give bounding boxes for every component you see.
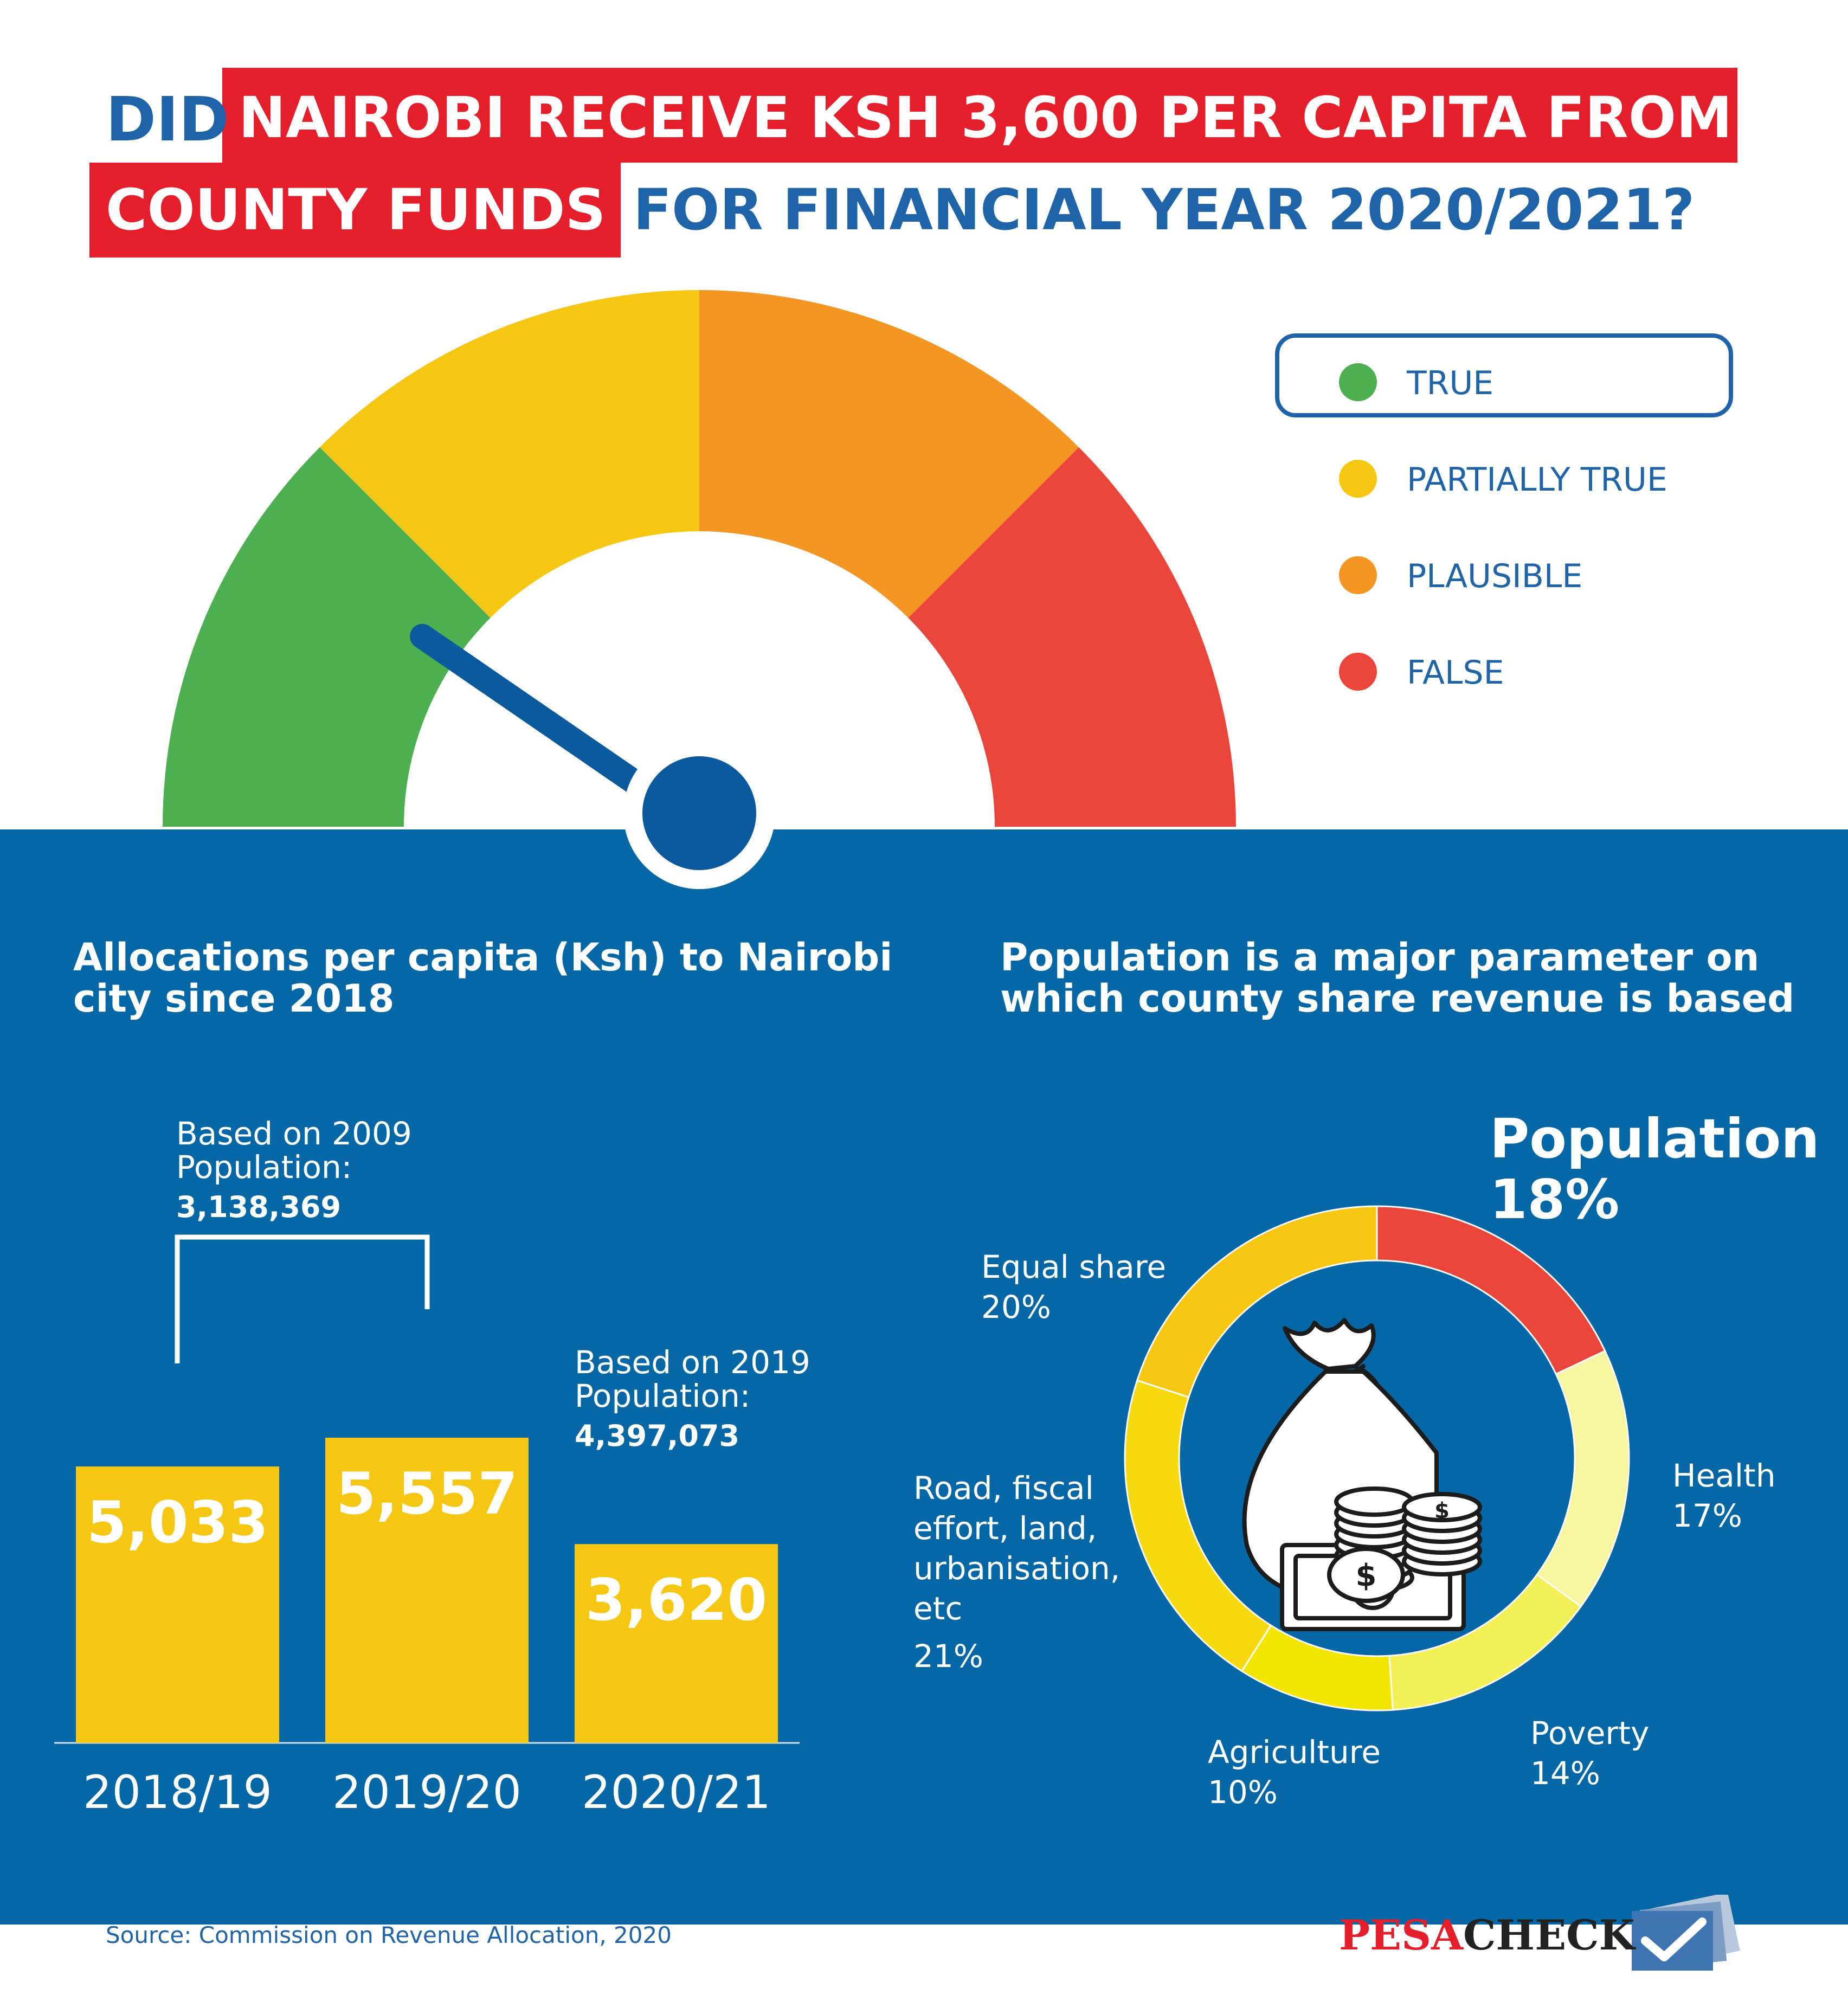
gauge-segment-true (163, 447, 491, 827)
revenue-share-donut (1124, 1205, 1630, 1711)
label-road-pct: 21% (913, 1638, 983, 1675)
svg-text:$: $ (1356, 1558, 1377, 1593)
note-2019-value: 4,397,073 (575, 1419, 740, 1453)
legend-label: FALSE (1407, 654, 1504, 692)
info-panel (0, 829, 1848, 1925)
legend-label: PLAUSIBLE (1407, 557, 1583, 595)
population-heading-line1: Population is a major parameter on (1000, 935, 1760, 980)
x-tick-label: 2019/20 (332, 1766, 521, 1816)
population-heading-line2: which county share revenue is based (1000, 976, 1795, 1021)
label-agriculture-name: Agriculture (1208, 1734, 1381, 1771)
title-did: DID (106, 85, 229, 155)
population-bracket (175, 1234, 430, 1363)
bar-2019/20 (325, 1437, 529, 1743)
gauge-segment-plausible (699, 290, 1079, 618)
label-equal-share: Equal share 20% (981, 1247, 1166, 1327)
label-agriculture-pct: 10% (1208, 1774, 1278, 1811)
population-callout-label: Population (1490, 1107, 1820, 1170)
svg-text:$: $ (1434, 1498, 1450, 1523)
title-highlight-box-1 (222, 68, 1737, 163)
label-agriculture: Agriculture 10% (1208, 1732, 1381, 1812)
x-tick-label: 2018/19 (83, 1766, 272, 1816)
title-rest: FOR FINANCIAL YEAR 2020/2021? (633, 177, 1695, 243)
legend-label: TRUE (1407, 364, 1494, 402)
population-heading: Population is a major parameter on which… (1000, 937, 1794, 1019)
label-road-line3: urbanisation, (913, 1550, 1121, 1587)
legend-dot (1339, 556, 1377, 594)
label-health-pct: 17% (1672, 1497, 1742, 1534)
label-equal-share-name: Equal share (981, 1249, 1167, 1285)
donut-slice-health (1536, 1350, 1630, 1608)
note-2009-line2: Population: (176, 1149, 352, 1186)
label-road-line4: etc (913, 1590, 963, 1627)
label-road-line2: effort, land, (913, 1510, 1097, 1547)
label-poverty-pct: 14% (1530, 1755, 1600, 1792)
x-tick-label: 2020/21 (582, 1766, 771, 1816)
brand-part-1: PESA (1339, 1911, 1463, 1959)
title-highlight-1: NAIROBI RECEIVE KSH 3,600 PER CAPITA FRO… (239, 85, 1733, 151)
label-poverty-name: Poverty (1530, 1715, 1650, 1752)
bar-value-label: 5,557 (336, 1460, 518, 1527)
legend-dot (1339, 460, 1377, 498)
label-poverty: Poverty 14% (1530, 1713, 1649, 1793)
allocations-heading-line2: city since 2018 (73, 976, 395, 1021)
gauge-segment-partially-true (319, 290, 699, 618)
verdict-gauge (163, 290, 1236, 839)
label-road-fiscal: Road, fiscal effort, land, urbanisation,… (913, 1468, 1120, 1676)
brand-part-2: CHECK (1463, 1911, 1635, 1959)
gauge-segment-false (908, 447, 1236, 827)
bar-value-label: 3,620 (585, 1567, 767, 1633)
note-2019-line2: Population: (575, 1378, 751, 1414)
legend-selected-frame (1275, 333, 1733, 417)
donut-slice-agriculture (1240, 1624, 1394, 1711)
gauge-hub (623, 737, 775, 889)
label-health-name: Health (1672, 1457, 1776, 1494)
label-road-line1: Road, fiscal (913, 1470, 1094, 1507)
checkmark-logo-icon (1632, 1895, 1740, 1971)
bar-2020/21 (575, 1544, 778, 1743)
allocations-bar-chart: 5,033 2018/19 5,557 2019/20 3,620 2020/21 (54, 1437, 800, 1816)
bar-2018/19 (76, 1466, 279, 1743)
note-2009-population: Based on 2009 Population: 3,138,369 (176, 1117, 412, 1224)
source-note: Source: Commission on Revenue Allocation… (106, 1922, 672, 1948)
note-2009-value: 3,138,369 (176, 1190, 342, 1224)
note-2019-line1: Based on 2019 (575, 1344, 810, 1381)
bar-value-label: 5,033 (87, 1489, 268, 1556)
legend-dot (1339, 653, 1377, 691)
legend-label: PARTIALLY TRUE (1407, 461, 1667, 499)
label-equal-share-pct: 20% (981, 1289, 1051, 1325)
population-callout: Population 18% (1490, 1109, 1820, 1230)
note-2009-line1: Based on 2009 (176, 1115, 412, 1152)
money-bag-icon: $ $ (1242, 1318, 1482, 1631)
label-health: Health 17% (1672, 1456, 1775, 1536)
legend-dot (1339, 363, 1377, 401)
allocations-heading-line1: Allocations per capita (Ksh) to Nairobi (73, 935, 893, 980)
brand-logo: PESACHECK (1339, 1911, 1635, 1959)
population-callout-pct: 18% (1490, 1168, 1620, 1231)
title-highlight-2: COUNTY FUNDS (106, 177, 606, 243)
allocations-heading: Allocations per capita (Ksh) to Nairobi … (73, 937, 892, 1019)
donut-slice-equal (1136, 1205, 1378, 1399)
note-2019-population: Based on 2019 Population: 4,397,073 (575, 1346, 810, 1453)
title-highlight-box-2 (89, 163, 621, 258)
